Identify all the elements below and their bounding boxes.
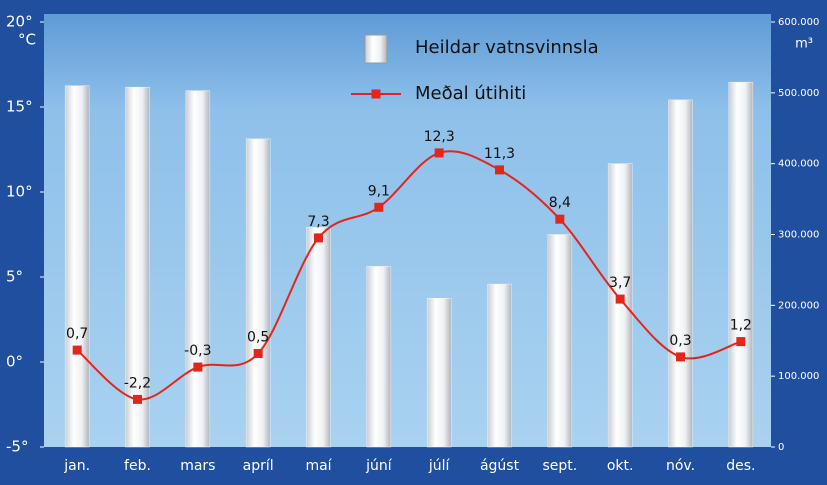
bar	[728, 81, 754, 448]
x-tick-label: okt.	[607, 458, 634, 474]
y2-tick-label: 0	[778, 442, 784, 453]
y-tick-label: 15°	[6, 98, 33, 116]
marker	[434, 148, 444, 158]
x-tick-label: des.	[726, 458, 755, 474]
x-tick-label: mars	[180, 458, 215, 474]
data-label: 9,1	[368, 183, 390, 199]
data-label: -2,2	[124, 375, 151, 391]
marker	[555, 214, 565, 224]
marker	[253, 349, 263, 358]
marker	[374, 202, 384, 212]
bar	[607, 163, 633, 448]
x-tick-label: feb.	[124, 458, 151, 474]
x-tick-label: maí	[305, 458, 332, 474]
y-tick-label: 20°	[6, 13, 33, 31]
marker	[314, 233, 323, 243]
data-label: 1,2	[730, 318, 752, 334]
x-tick-label: júlí	[428, 458, 451, 474]
marker	[193, 362, 203, 372]
data-label: 3,7	[609, 275, 631, 291]
y-axis-label: °C	[18, 31, 36, 49]
data-label: 11,3	[484, 146, 515, 162]
data-label: -0,3	[184, 343, 211, 359]
y2-tick-label: 500.000	[778, 88, 819, 99]
marker	[615, 294, 625, 304]
bar	[125, 86, 150, 448]
data-label: 7,3	[307, 214, 329, 230]
bar	[487, 283, 512, 448]
y-tick-label: 0°	[6, 353, 23, 371]
data-label: 8,4	[549, 195, 571, 211]
y2-tick-label: 200.000	[778, 300, 819, 311]
bar	[245, 138, 271, 448]
y-tick-label: 10°	[6, 183, 33, 201]
y-tick-label: 5°	[6, 268, 23, 286]
x-tick-label: sept.	[542, 458, 577, 474]
legend-swatch	[364, 34, 388, 64]
legend-label: Heildar vatnsvinnsla	[415, 37, 599, 58]
data-label: 0,3	[669, 333, 691, 349]
marker	[676, 352, 685, 362]
x-tick-label: jan.	[63, 458, 90, 474]
y2-tick-label: 600.000	[778, 17, 819, 28]
marker	[133, 394, 142, 404]
bar	[668, 99, 693, 448]
y2-tick-label: 300.000	[778, 230, 819, 241]
marker	[495, 165, 504, 175]
y-tick-label: -5°	[6, 438, 28, 456]
data-label: 0,7	[66, 326, 88, 342]
legend-marker	[371, 89, 381, 99]
bar	[306, 227, 331, 448]
x-tick-label: ágúst	[480, 458, 520, 474]
data-label: 12,3	[424, 129, 455, 145]
x-tick-label: nóv.	[666, 458, 695, 474]
bar	[64, 85, 90, 448]
marker	[72, 345, 82, 355]
bar	[185, 90, 211, 448]
marker	[736, 337, 746, 347]
bar	[366, 266, 392, 448]
y2-tick-label: 100.000	[778, 371, 819, 382]
bar	[426, 298, 452, 448]
x-tick-label: apríl	[243, 458, 274, 474]
legend-label: Meðal útihiti	[415, 83, 526, 104]
bar	[547, 234, 573, 448]
plot-area	[44, 14, 771, 447]
x-tick-label: júní	[365, 458, 393, 474]
data-label: 0,5	[247, 330, 269, 346]
y2-axis-label: m³	[795, 37, 813, 52]
y2-tick-label: 400.000	[778, 159, 819, 170]
